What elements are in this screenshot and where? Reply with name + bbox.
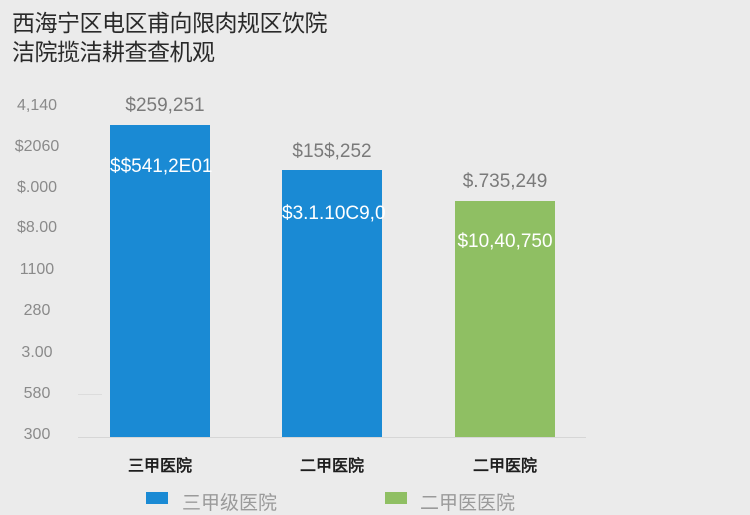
bar-erjia-2[interactable]: $10,40,750: [455, 201, 555, 437]
chart-title-line-1: 西海宁区电区甫向限肉规区饮院: [12, 11, 328, 37]
chart-title-line-2: 洁院揽洁耕查查机观: [12, 40, 215, 66]
x-tick-label: 二甲医院: [299, 456, 364, 475]
bar-inner-label: $$541,2E01: [110, 156, 213, 177]
y-tick: $8.00: [16, 219, 58, 236]
bar-value-label: $259,251: [125, 95, 205, 116]
y-tick: 300: [23, 426, 51, 443]
bar-value-label: $15$,252: [292, 141, 372, 162]
y-tick: 4,140: [16, 97, 58, 114]
x-axis-line: [78, 437, 586, 438]
y-tick: 1100: [19, 261, 55, 278]
y-tick: $2060: [14, 138, 60, 155]
chart-title: 西海宁区电区甫向限肉规区饮院 洁院揽洁耕查查机观: [12, 10, 328, 68]
bar-erjia-1[interactable]: $3.1.10C9,0: [282, 170, 386, 437]
legend-swatch-green: [385, 492, 407, 504]
x-tick-label: 二甲医院: [472, 456, 537, 475]
legend-label: 二甲医医院: [420, 492, 516, 514]
y-tick: 580: [23, 385, 51, 402]
bar-inner-label: $10,40,750: [457, 231, 553, 252]
legend-label: 三甲级医院: [182, 492, 278, 514]
x-tick-label: 三甲医院: [127, 456, 192, 475]
bar-sanjia[interactable]: $$541,2E01: [110, 125, 213, 437]
y-tick: 3.00: [21, 344, 53, 361]
y-tick: 280: [23, 302, 51, 319]
bar-inner-label: $3.1.10C9,0: [282, 203, 386, 224]
bar-value-label: $.735,249: [462, 171, 548, 192]
legend-swatch-blue: [146, 492, 168, 504]
y-tick: $.000: [16, 179, 58, 196]
gridline: [78, 394, 102, 395]
